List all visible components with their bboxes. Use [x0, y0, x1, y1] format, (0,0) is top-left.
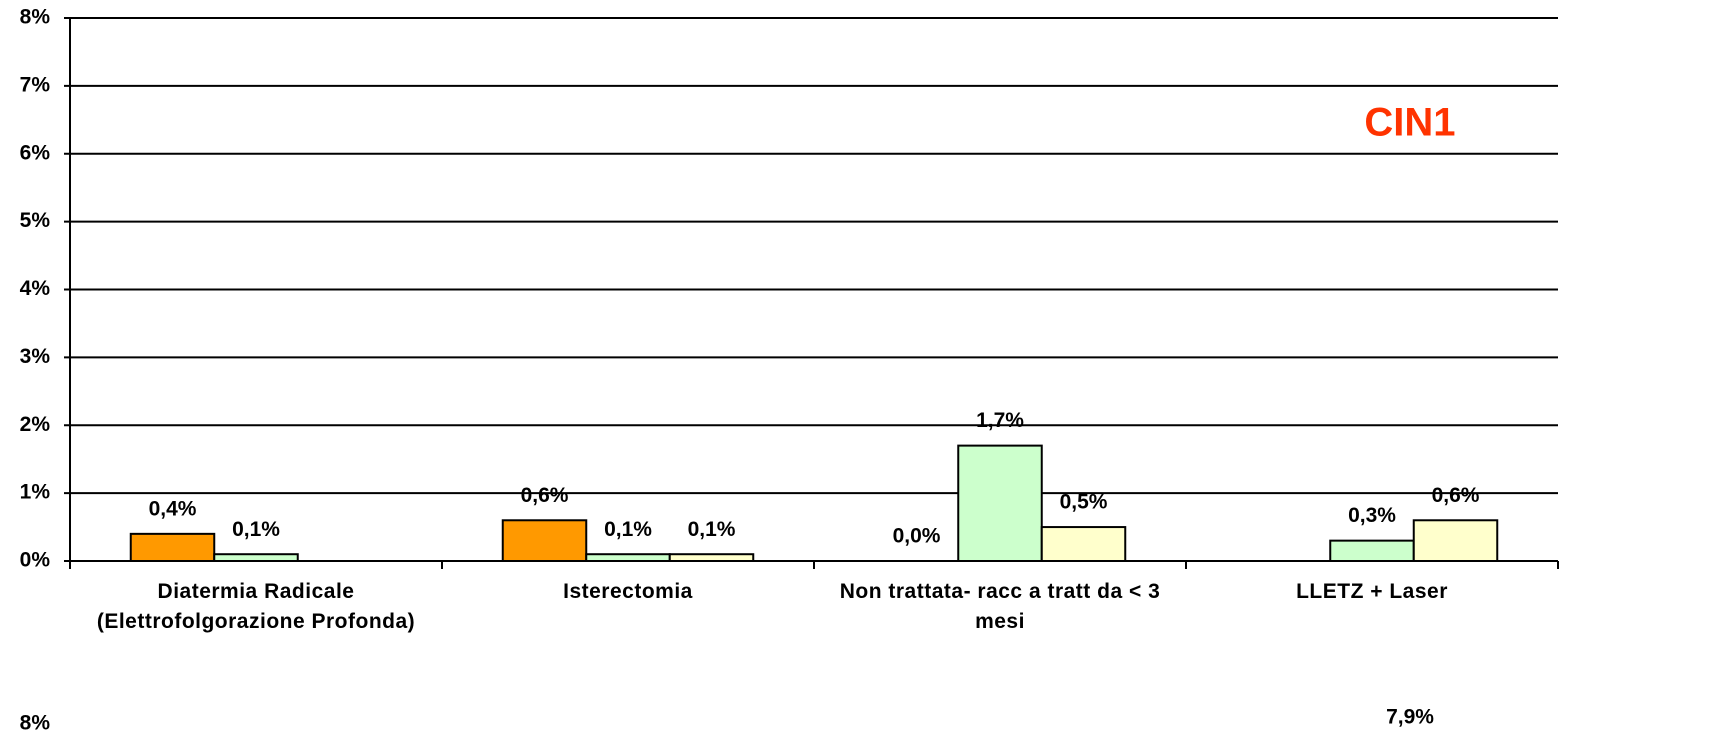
bar	[129, 532, 216, 562]
bar	[1329, 539, 1415, 563]
annotation: 7,9%	[1386, 706, 1434, 729]
data-label: 0,3%	[1348, 504, 1396, 527]
y-tick-label: 3%	[20, 345, 51, 368]
annotation: 8%	[20, 712, 51, 732]
bar	[1040, 526, 1127, 562]
y-tick-label: 1%	[20, 481, 51, 504]
x-tick-label: Non trattata- racc a tratt da < 3 mesi	[839, 580, 1161, 633]
data-label: 0,1%	[232, 518, 280, 541]
bar	[668, 553, 755, 563]
y-tick-label: 5%	[20, 209, 51, 232]
data-label: 0,1%	[604, 518, 652, 541]
y-tick-label: 7%	[20, 73, 51, 96]
data-label: 1,7%	[976, 409, 1024, 432]
bar	[585, 553, 671, 563]
data-label: 0,4%	[149, 497, 197, 520]
bar	[501, 519, 588, 563]
x-tick-label: LLETZ + Laser	[1296, 580, 1448, 603]
y-tick-label: 2%	[20, 413, 51, 436]
x-tick-label: Diatermia Radicale (Elettrofolgorazione …	[96, 580, 416, 633]
chart-title: CIN1	[1364, 101, 1455, 145]
y-tick-label: 6%	[20, 141, 51, 164]
x-tick-label: Isterectomia	[563, 580, 693, 603]
y-tick-label: 8%	[20, 6, 51, 29]
data-label: 0,6%	[521, 484, 569, 507]
bar	[1412, 519, 1499, 563]
y-tick-label: 4%	[20, 277, 51, 300]
data-label: 0,0%	[893, 525, 941, 548]
bar	[957, 444, 1043, 562]
data-label: 0,1%	[688, 518, 736, 541]
data-label: 0,5%	[1060, 491, 1108, 514]
y-tick-label: 0%	[20, 549, 51, 572]
bar	[213, 553, 299, 563]
data-label: 0,6%	[1432, 484, 1480, 507]
